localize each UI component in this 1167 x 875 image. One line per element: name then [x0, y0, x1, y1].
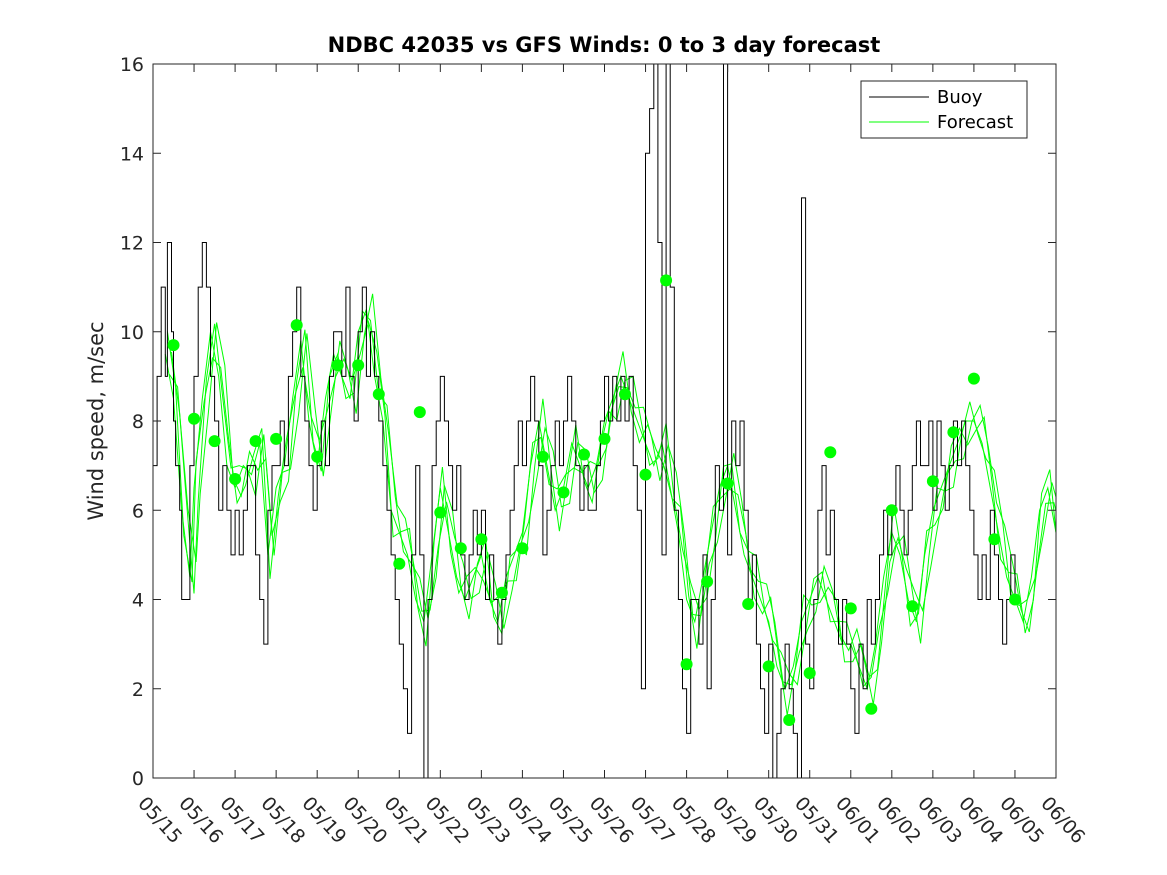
analysis-dot	[208, 435, 221, 448]
y-tick-label: 12	[120, 233, 144, 255]
analysis-dot	[578, 448, 590, 461]
legend-box	[860, 80, 1028, 139]
analysis-dot	[844, 602, 857, 615]
analysis-dot	[619, 388, 631, 401]
y-tick-label: 8	[132, 411, 144, 433]
analysis-dot	[1009, 593, 1021, 606]
legend: Buoy Forecast	[860, 80, 1028, 139]
analysis-dot	[660, 274, 673, 287]
forecast-line-1	[166, 319, 1056, 716]
analysis-dot	[865, 702, 878, 715]
analysis-dot	[680, 658, 693, 671]
analysis-dot	[824, 446, 837, 459]
analysis-dot	[885, 504, 898, 517]
buoy-line	[153, 64, 1020, 778]
analysis-dot	[290, 319, 303, 332]
analysis-dot	[516, 542, 529, 555]
forecast-line-3	[171, 293, 1056, 705]
analysis-dot	[639, 468, 652, 481]
analysis-dot	[454, 542, 467, 555]
analysis-dot	[311, 450, 324, 463]
analysis-dot	[434, 506, 447, 519]
y-tick-label: 2	[132, 679, 144, 701]
legend-label-forecast: Forecast	[937, 112, 1013, 133]
y-tick-label: 0	[132, 768, 144, 790]
chart-title: NDBC 42035 vs GFS Winds: 0 to 3 day fore…	[328, 33, 881, 57]
analysis-dot	[331, 359, 344, 372]
analysis-dot	[393, 557, 406, 570]
analysis-dot	[495, 586, 508, 599]
analysis-dot	[762, 660, 775, 673]
analysis-dot	[721, 477, 734, 490]
analysis-dot	[947, 426, 960, 439]
analysis-dot	[783, 714, 796, 726]
analysis-dot	[557, 486, 570, 499]
y-tick-label: 14	[120, 143, 144, 165]
plot-area: 024681012141605/1505/1605/1705/1805/1905…	[120, 54, 1089, 848]
analysis-dot	[742, 598, 755, 610]
analysis-dot	[229, 473, 242, 485]
analysis-dot	[926, 475, 939, 488]
analysis-dot	[352, 359, 365, 372]
y-tick-label: 10	[120, 322, 144, 344]
y-tick-label: 6	[132, 500, 144, 522]
y-tick-label: 4	[132, 590, 144, 612]
analysis-dot	[803, 667, 816, 680]
analysis-dot	[598, 432, 611, 445]
analysis-dot	[906, 600, 919, 613]
analysis-dot	[372, 388, 385, 401]
legend-label-buoy: Buoy	[937, 87, 983, 108]
analysis-dot	[536, 450, 549, 463]
y-axis-label: Wind speed, m/sec	[84, 321, 108, 520]
analysis-dot	[270, 432, 283, 445]
y-tick-label: 16	[120, 54, 144, 76]
analysis-dot	[249, 435, 262, 448]
analysis-dot	[988, 533, 1001, 546]
analysis-dot	[701, 575, 714, 588]
analysis-dot	[413, 406, 426, 419]
analysis-dot	[188, 412, 200, 425]
analysis-dot	[967, 372, 980, 385]
analysis-dot	[475, 533, 488, 546]
analysis-dot	[167, 339, 180, 352]
